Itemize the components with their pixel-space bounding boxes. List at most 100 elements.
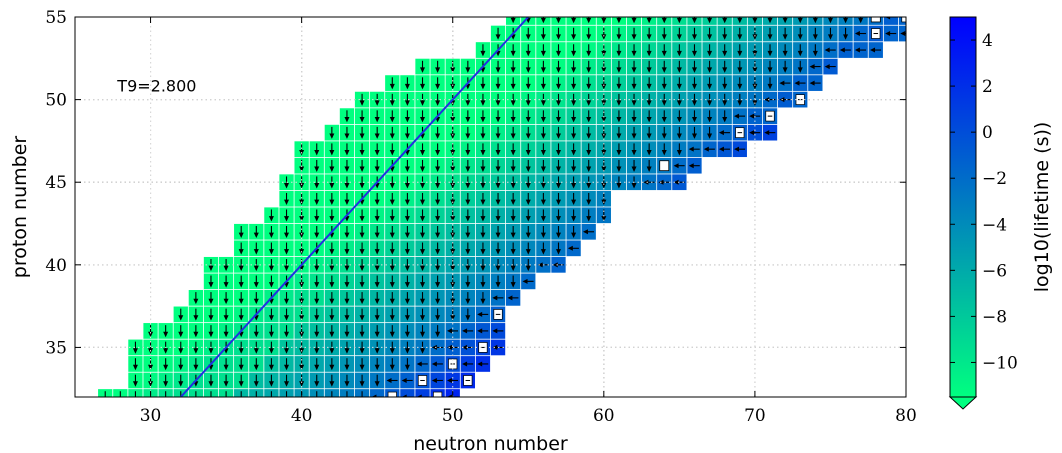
nuclide-cell: [506, 190, 521, 207]
nuclide-cell: [339, 240, 355, 257]
nuclide-cell: [566, 42, 581, 58]
nuclide-cell: [566, 91, 581, 108]
nuclide-cell: [294, 174, 309, 191]
nuclide-cell: [506, 124, 521, 141]
nuclide-cell: [521, 240, 536, 257]
nuclide-cell: [294, 323, 309, 339]
nuclide-cell: [385, 290, 400, 306]
nuclide-cell: [234, 223, 249, 240]
nuclide-cell: [717, 91, 732, 108]
nuclide-cell: [475, 356, 491, 372]
nuclide-cell: [611, 91, 627, 108]
nuclide-cell: [641, 58, 657, 75]
nuclide-cell: [657, 108, 672, 124]
nuclide-cell: [324, 372, 340, 389]
nuclide-cell: [173, 339, 188, 356]
nuclide-cell: [823, 25, 838, 42]
nuclide-cell: [581, 42, 596, 58]
nuclide-cell: [430, 157, 445, 174]
nuclide-cell: [868, 42, 883, 58]
nuclide-cell: [672, 25, 687, 42]
nuclide-cell: [506, 42, 521, 58]
nuclide-cell: [354, 389, 370, 397]
nuclide-cell: [354, 124, 370, 141]
nuclide-cell: [551, 91, 566, 108]
nuclide-cell: [370, 190, 385, 207]
nuclide-cell: [188, 339, 204, 356]
nuclide-cell: [279, 323, 294, 339]
nuclide-cell: [521, 58, 536, 75]
nuclide-cell: [581, 58, 596, 75]
nuclide-cell: [808, 58, 823, 75]
nuclide-cell: [551, 240, 566, 257]
nuclide-cell: [370, 306, 385, 323]
nuclide-cell: [521, 91, 536, 108]
nuclide-cell: [249, 273, 264, 290]
nuclide-cell: [626, 42, 642, 58]
nuclide-cell: [415, 141, 430, 158]
nuclide-cell: [777, 25, 793, 42]
nuclide-cell: [551, 157, 566, 174]
nuclide-cell: [430, 356, 445, 372]
nuclide-cell: [385, 256, 400, 273]
nuclide-cell: [324, 124, 340, 141]
nuclide-cell: [521, 256, 536, 273]
nuclide-cell: [581, 75, 596, 91]
nuclide-cell: [339, 157, 355, 174]
y-axis-label: proton number: [9, 136, 31, 279]
y-tick-label: 50: [45, 91, 67, 111]
nuclide-cell: [475, 323, 491, 339]
nuclide-cell: [370, 141, 385, 158]
nuclide-cell: [551, 141, 566, 158]
nuclide-cell: [808, 25, 823, 42]
x-tick-label: 70: [744, 406, 766, 426]
nuclide-cell: [521, 273, 536, 290]
nuclide-cell: [385, 207, 400, 224]
nuclide-cell: [641, 42, 657, 58]
nuclide-cell: [309, 339, 324, 356]
colorbar-tick-label: −6: [982, 261, 1007, 281]
nuclide-cell: [173, 389, 188, 397]
nuclide-cell: [747, 124, 763, 141]
nuclide-cell: [687, 157, 702, 174]
nuclide-cell: [626, 75, 642, 91]
nuclide-cell: [400, 323, 415, 339]
nuclide-cell: [611, 141, 627, 158]
nuclide-cell: [128, 389, 143, 397]
colorbar-tick-label: 2: [982, 77, 993, 97]
nuclide-cell: [430, 141, 445, 158]
nuclide-cell: [324, 323, 340, 339]
nuclide-cell: [717, 42, 732, 58]
nuclide-cell: [506, 290, 521, 306]
nuclide-cell: [339, 389, 355, 397]
nuclide-cell: [551, 25, 566, 42]
colorbar: 4 2 0 −2 −4 −6 −8 −10: [948, 16, 1018, 410]
nuclide-cell: [566, 207, 581, 224]
nuclide-cell: [370, 223, 385, 240]
nuclide-cell: [400, 356, 415, 372]
nuclide-cell: [702, 58, 717, 75]
nuclide-cell: [385, 389, 400, 397]
nuclide-cell: [883, 17, 899, 25]
nuclide-cell: [793, 25, 808, 42]
nuclide-cell: [657, 17, 672, 25]
nuclide-cell: [551, 256, 566, 273]
nuclide-cell: [385, 223, 400, 240]
nuclide-cell: [339, 356, 355, 372]
nuclide-cell: [611, 108, 627, 124]
nuclide-cell: [370, 323, 385, 339]
nuclide-cell: [400, 273, 415, 290]
nuclide-cell: [762, 58, 778, 75]
nuclide-cell: [385, 190, 400, 207]
nuclide-cell: [581, 223, 596, 240]
nuclide-cell: [400, 207, 415, 224]
nuclide-cell: [490, 207, 506, 224]
nuclide-cell: [732, 58, 747, 75]
nuclide-cell: [460, 372, 475, 389]
nuclide-cell: [536, 124, 551, 141]
nuclide-cell: [264, 323, 279, 339]
nuclide-cell: [460, 306, 475, 323]
plot-frame: [74, 16, 907, 398]
nuclide-cell: [128, 339, 143, 356]
nuclide-cell: [430, 207, 445, 224]
